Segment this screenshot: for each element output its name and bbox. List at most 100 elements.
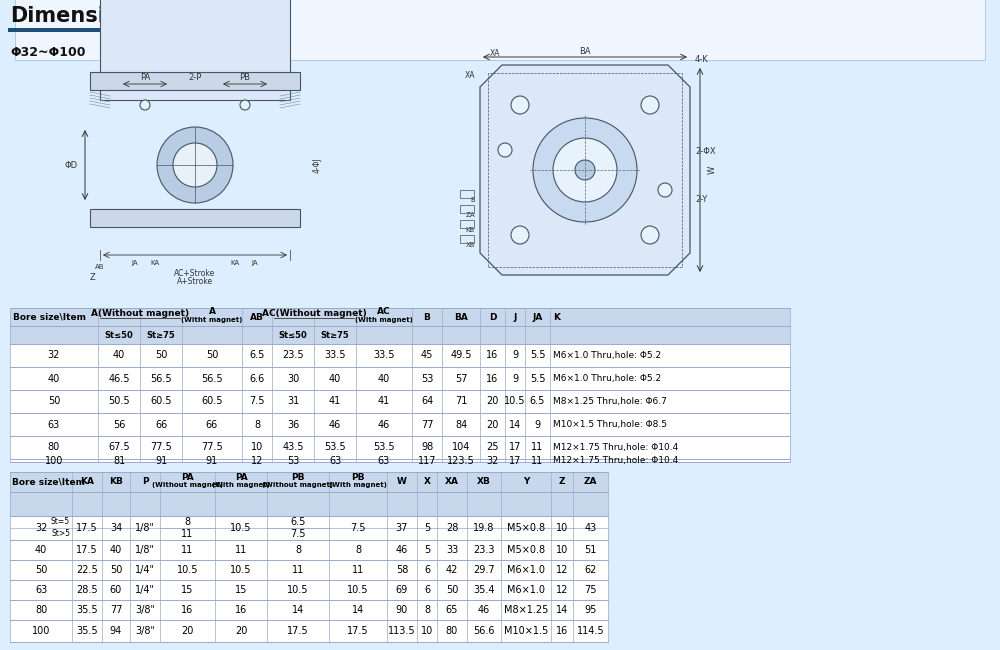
Text: 50: 50 (446, 585, 458, 595)
Text: 15: 15 (181, 585, 194, 595)
Text: St≥75: St≥75 (147, 330, 175, 339)
Text: 53.5: 53.5 (324, 443, 346, 452)
Text: 8: 8 (254, 419, 260, 430)
Text: 5: 5 (424, 523, 430, 533)
Text: 43: 43 (584, 523, 597, 533)
Bar (90, 209, 300, 227)
Circle shape (140, 100, 150, 110)
Text: 10.5: 10.5 (177, 565, 198, 575)
Text: 5: 5 (424, 545, 430, 555)
Text: M8×1.25: M8×1.25 (504, 605, 548, 615)
Text: M5×0.8: M5×0.8 (507, 523, 545, 533)
Text: 7.5: 7.5 (350, 523, 366, 533)
Bar (460, 220, 474, 228)
Text: 46: 46 (378, 419, 390, 430)
Text: D: D (489, 313, 496, 322)
Polygon shape (480, 65, 690, 275)
Text: 28.5: 28.5 (76, 585, 98, 595)
Text: 56.6: 56.6 (473, 626, 495, 636)
Text: St>5: St>5 (51, 530, 70, 538)
Text: Bore size\Item: Bore size\Item (13, 313, 86, 322)
Text: 10: 10 (421, 626, 433, 636)
Text: 10.5: 10.5 (347, 585, 369, 595)
Text: 64: 64 (421, 396, 433, 406)
Text: 12: 12 (251, 456, 263, 465)
Text: 62: 62 (584, 565, 597, 575)
Text: St≥75: St≥75 (321, 330, 349, 339)
Text: 17.5: 17.5 (76, 523, 98, 533)
Text: 117: 117 (418, 456, 436, 465)
Text: PB: PB (291, 473, 305, 482)
Text: 81: 81 (113, 456, 125, 465)
Text: 17.5: 17.5 (76, 545, 98, 555)
Text: 20: 20 (181, 626, 194, 636)
Text: 50: 50 (155, 350, 167, 361)
Text: KB: KB (466, 227, 475, 233)
Text: 10: 10 (556, 545, 568, 555)
Text: 32: 32 (35, 523, 47, 533)
Text: 8: 8 (295, 545, 301, 555)
Text: 35.5: 35.5 (76, 605, 98, 615)
Bar (90, 72, 300, 90)
Text: 63: 63 (48, 419, 60, 430)
Bar (488, 73, 682, 267)
Text: 16: 16 (235, 605, 247, 615)
Text: 3/8": 3/8" (135, 605, 155, 615)
Text: 77.5: 77.5 (150, 443, 172, 452)
Text: XA: XA (445, 478, 459, 486)
Bar (10, 436, 790, 459)
Text: 12: 12 (556, 585, 568, 595)
Text: (Witht magnet): (Witht magnet) (181, 317, 243, 323)
Text: 4-K: 4-K (695, 55, 709, 64)
Text: M12×1.75 Thru,hole: Φ10.4: M12×1.75 Thru,hole: Φ10.4 (553, 456, 678, 465)
Text: 56.5: 56.5 (201, 374, 223, 383)
Text: M10×1.5: M10×1.5 (504, 626, 548, 636)
Text: A: A (208, 307, 216, 317)
Text: 15: 15 (235, 585, 247, 595)
Text: AC(Without magnet): AC(Without magnet) (262, 309, 366, 317)
Text: 84: 84 (455, 419, 467, 430)
Text: 7.5: 7.5 (249, 396, 265, 406)
Text: 60.5: 60.5 (150, 396, 172, 406)
Circle shape (240, 100, 250, 110)
Text: 94: 94 (110, 626, 122, 636)
Text: KA: KA (150, 260, 160, 266)
Text: 43.5: 43.5 (282, 443, 304, 452)
Text: 34: 34 (110, 523, 122, 533)
Text: 11: 11 (531, 456, 544, 465)
Text: X: X (424, 478, 430, 486)
Text: 5.5: 5.5 (530, 350, 545, 361)
Bar (460, 205, 474, 213)
Text: 1/8": 1/8" (135, 545, 155, 555)
Text: 1/4": 1/4" (135, 585, 155, 595)
Text: 91: 91 (155, 456, 167, 465)
Text: 56: 56 (113, 419, 125, 430)
Text: 63: 63 (35, 585, 47, 595)
Text: 35.5: 35.5 (76, 626, 98, 636)
Text: 8: 8 (355, 545, 361, 555)
Text: ZA: ZA (465, 212, 475, 218)
Text: 114.5: 114.5 (577, 626, 604, 636)
Bar (10, 560, 608, 580)
Circle shape (641, 96, 659, 114)
Bar (460, 235, 474, 243)
Text: 2-Y: 2-Y (695, 196, 707, 205)
Text: 49.5: 49.5 (450, 350, 472, 361)
Text: 28: 28 (446, 523, 458, 533)
Text: 46: 46 (329, 419, 341, 430)
Text: 1/4": 1/4" (135, 565, 155, 575)
Text: 2-P: 2-P (188, 73, 202, 83)
Text: ZA: ZA (584, 478, 597, 486)
Text: 2-ΦX: 2-ΦX (695, 148, 716, 157)
Text: 33.5: 33.5 (324, 350, 346, 361)
Text: 63: 63 (378, 456, 390, 465)
Text: 100: 100 (45, 456, 63, 465)
Text: 9: 9 (512, 374, 518, 383)
Text: St≤50: St≤50 (105, 330, 133, 339)
Text: XA: XA (490, 49, 500, 57)
Text: PB: PB (351, 473, 365, 482)
Text: M8×1.25 Thru,hole: Φ6.7: M8×1.25 Thru,hole: Φ6.7 (553, 397, 667, 406)
Bar (10, 516, 608, 540)
Circle shape (511, 96, 529, 114)
Text: Z: Z (89, 272, 95, 281)
